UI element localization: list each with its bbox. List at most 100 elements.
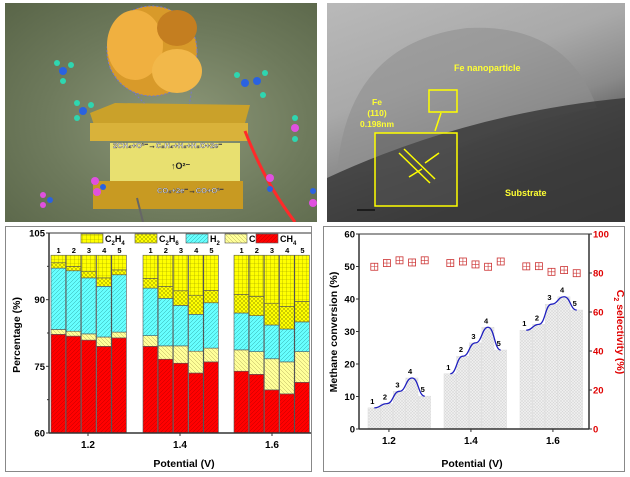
selectivity-marker (420, 256, 429, 265)
marker-cross (560, 266, 568, 274)
bar-number-label: 2 (459, 345, 463, 354)
bar-segment-c2h6 (50, 262, 66, 269)
bar-number-label: 2 (535, 313, 539, 322)
bar-segment-h2 (142, 287, 158, 336)
bar-number-label: 2 (255, 246, 259, 255)
marker-cross (459, 257, 467, 265)
bar-number-label: 2 (383, 393, 387, 402)
y-tick-label: 75 (34, 362, 45, 373)
legend-swatch-co (224, 233, 248, 244)
y-tick-label: 10 (344, 392, 355, 403)
bar-segment-c2h4 (233, 254, 249, 295)
conversion-bar (494, 349, 507, 430)
marker-cross (383, 259, 391, 267)
y-axis-title: Methane conversion (%) (328, 272, 340, 393)
bar-number-label: 5 (300, 246, 304, 255)
y-tick-label: 60 (34, 429, 45, 440)
bar-segment-h2 (111, 274, 127, 333)
bar-segment-c2h6 (96, 277, 112, 287)
x-tick-label: 1.6 (265, 440, 279, 451)
substrate-label: Substrate (505, 188, 547, 198)
bar-segment-co (173, 345, 189, 364)
legend-swatch-ch4 (255, 233, 279, 244)
legend-label-ch4: CH4 (280, 234, 297, 247)
selectivity-marker (547, 267, 556, 276)
bar-segment-ch4 (294, 382, 310, 434)
bar-number-label: 3 (179, 246, 183, 255)
bar-number-label: 4 (408, 367, 413, 376)
bar-segment-ch4 (157, 358, 174, 434)
bar-segment-h2 (279, 328, 295, 363)
bar-segment-c2h6 (264, 302, 280, 326)
bar-number-label: 4 (102, 246, 107, 255)
y-tick-label: 90 (34, 295, 45, 306)
bar-segment-c2h4 (279, 254, 295, 307)
conversion-bar (367, 407, 381, 430)
bar-segment-c2h4 (50, 254, 66, 264)
bar-segment-co (50, 329, 66, 335)
x-tick-label: 1.6 (546, 436, 560, 447)
bar-segment-ch4 (96, 346, 112, 434)
bar-segment-co (81, 333, 97, 341)
cathode-reaction: CO₂+2e⁻→CO+O²⁻ (157, 186, 224, 195)
bar-segment-h2 (157, 298, 174, 347)
marker-cross (484, 263, 492, 271)
electrochemical-cell (90, 103, 297, 222)
bar-segment-c2h6 (279, 306, 295, 330)
y-tick-label: 105 (29, 229, 46, 240)
y2-tick-label: 0 (593, 425, 598, 436)
legend-swatch-h2 (185, 233, 209, 244)
bar-segment-ch4 (142, 346, 158, 434)
bar-segment-ch4 (50, 334, 66, 434)
marker-cross (446, 259, 454, 267)
selectivity-marker (534, 262, 543, 271)
bar-number-label: 3 (547, 293, 551, 302)
bar-segment-h2 (81, 277, 97, 335)
bar-segment-ch4 (111, 337, 127, 434)
tem-svg: Fe nanoparticle Fe (110) 0.198nm Substra… (327, 27, 625, 222)
bar-segment-c2h6 (111, 269, 127, 276)
conversion-bar (380, 403, 394, 430)
lattice-spacing-marker (398, 148, 440, 184)
bar-segment-co (279, 361, 295, 395)
y2-tick-label: 80 (593, 269, 604, 280)
y2-tick-label: 40 (593, 347, 604, 358)
bar-segment-ch4 (264, 389, 280, 434)
bar-segment-h2 (50, 267, 66, 330)
bar-number-label: 1 (149, 246, 153, 255)
conversion-bar (557, 296, 571, 430)
selectivity-marker (484, 262, 493, 271)
bar-segment-c2h4 (173, 254, 189, 292)
bar-segment-ch4 (188, 372, 204, 434)
bar-segment-ch4 (81, 339, 97, 434)
bar-segment-c2h4 (264, 254, 280, 304)
magnified-particle-inset (106, 5, 202, 134)
bar-number-label: 1 (370, 397, 374, 406)
bar-segment-c2h4 (65, 254, 82, 267)
selectivity-marker (560, 266, 569, 274)
y-tick-label: 60 (344, 230, 355, 241)
zoom-arrow (434, 112, 442, 132)
bar-segment-c2h6 (294, 301, 310, 323)
marker-cross (497, 257, 505, 265)
bar-number-label: 4 (194, 246, 199, 255)
x-tick-label: 1.4 (173, 440, 187, 451)
marker-cross (408, 258, 416, 266)
bar-segment-co (65, 330, 82, 337)
legend-swatch-c2h6 (134, 233, 158, 244)
y2-tick-label: 60 (593, 308, 604, 319)
marker-cross (573, 269, 581, 277)
bar-segment-h2 (294, 321, 310, 352)
legend-label-h2: H2 (210, 234, 221, 247)
bar-segment-c2h4 (248, 254, 265, 297)
bar-segment-h2 (233, 312, 249, 351)
legend-label-c2h6: C2H6 (159, 234, 179, 247)
bar-segment-co (142, 335, 158, 347)
bar-segment-ch4 (173, 362, 189, 434)
bar-segment-c2h6 (142, 278, 158, 289)
selectivity-marker (458, 257, 467, 266)
bar-segment-ch4 (248, 374, 265, 434)
bar-number-label: 3 (270, 246, 274, 255)
